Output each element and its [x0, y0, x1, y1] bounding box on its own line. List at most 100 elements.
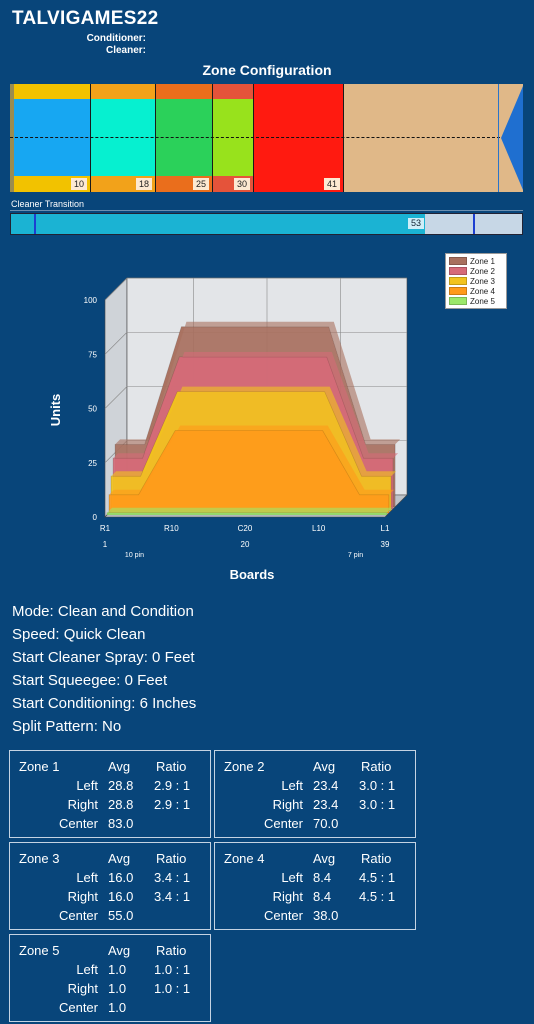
zone-4-band-top: [213, 84, 253, 99]
legend-item: Zone 4: [449, 286, 503, 296]
zone-3-board-label: 25: [192, 178, 209, 190]
zone-table-row: Center 55.0: [10, 908, 210, 927]
left-avg: 8.4: [313, 870, 332, 885]
zone-table-row: Right 8.4 4.5 : 1: [215, 889, 415, 908]
start-cleaner-spray-text: Start Cleaner Spray: 0 Feet: [12, 649, 195, 666]
zone-1-board-label: 10: [70, 178, 87, 190]
center-label: Center: [263, 816, 303, 831]
right-avg: 23.4: [313, 797, 339, 812]
zone-table-row: Zone 1 Avg Ratio: [10, 759, 210, 778]
zone-table-row: Center 83.0: [10, 816, 210, 835]
left-ratio: 1.0 : 1: [154, 962, 191, 977]
left-ratio: 3.0 : 1: [359, 778, 396, 793]
ratio-header: Ratio: [361, 851, 392, 866]
x-tick-label: R1: [100, 524, 111, 533]
series-area-zone-5: [106, 512, 388, 516]
x-tick-label: L10: [312, 524, 326, 533]
y-tick-label: 0: [93, 513, 98, 522]
left-avg: 16.0: [108, 870, 134, 885]
left-label: Left: [76, 778, 98, 793]
zone-name: Zone 4: [224, 851, 265, 866]
cleaner-transition-bar: 53: [10, 213, 523, 235]
right-ratio: 3.0 : 1: [359, 797, 396, 812]
center-avg: 70.0: [313, 816, 339, 831]
split-pattern-text: Split Pattern: No: [12, 718, 122, 735]
center-avg: 55.0: [108, 908, 134, 923]
zone-1-band-top: [14, 84, 90, 99]
right-label: Right: [67, 889, 98, 904]
left-label: Left: [281, 870, 303, 885]
y-tick-label: 25: [88, 459, 97, 468]
x-subtick-label: 39: [381, 540, 390, 549]
left-label: Left: [76, 870, 98, 885]
cleaner-transition-marker-left: [34, 214, 36, 234]
zone-table-row: Center 1.0: [10, 1000, 210, 1019]
right-ratio: 3.4 : 1: [154, 889, 191, 904]
x-axis-title: Boards: [230, 567, 275, 582]
conditioner-label: Conditioner:: [86, 33, 146, 44]
cleaner-transition-value: 53: [408, 218, 425, 229]
center-label: Center: [263, 908, 303, 923]
y-tick-label: 100: [84, 296, 98, 305]
avg-header: Avg: [108, 943, 131, 958]
avg-header: Avg: [108, 759, 131, 774]
left-label: Left: [281, 778, 303, 793]
avg-header: Avg: [313, 759, 336, 774]
right-avg: 28.8: [108, 797, 134, 812]
zone-table-row: Zone 2 Avg Ratio: [215, 759, 415, 778]
legend-item: Zone 5: [449, 296, 503, 306]
zone-table-3: Zone 3 Avg Ratio Left 16.0 3.4 : 1 Right 16.0 3.…: [9, 842, 211, 930]
zone-4-board-label: 30: [233, 178, 250, 190]
pin-deck-arrow-icon: [501, 86, 523, 190]
legend-swatch: [449, 267, 467, 275]
pattern-info: Mode: Clean and Condition Speed: Quick C…: [12, 600, 196, 738]
zone-name: Zone 3: [19, 851, 60, 866]
cleaner-transition-fill: [11, 214, 425, 234]
zone-2-board-label: 18: [135, 178, 152, 190]
pin-label: 7 pin: [348, 552, 363, 559]
x-subtick-label: 20: [241, 540, 250, 549]
right-avg: 8.4: [313, 889, 332, 904]
legend-label: Zone 3: [470, 276, 495, 286]
pin-label: 10 pin: [125, 552, 144, 559]
left-avg: 28.8: [108, 778, 134, 793]
y-tick-label: 75: [88, 350, 97, 359]
zone-table-row: Left 8.4 4.5 : 1: [215, 870, 415, 889]
zone-table-row: Center 70.0: [215, 816, 415, 835]
ratio-header: Ratio: [156, 943, 187, 958]
zone-table-row: Zone 3 Avg Ratio: [10, 851, 210, 870]
zone-2-band-top: [91, 84, 155, 99]
zone-table-4: Zone 4 Avg Ratio Left 8.4 4.5 : 1 Right 8.4 4.5 …: [214, 842, 416, 930]
zone-3-band-top: [156, 84, 212, 99]
left-ratio: 4.5 : 1: [359, 870, 396, 885]
center-label: Center: [58, 908, 98, 923]
legend-item: Zone 1: [449, 256, 503, 266]
zone-table-row: Zone 5 Avg Ratio: [10, 943, 210, 962]
zone-table-row: Left 23.4 3.0 : 1: [215, 778, 415, 797]
pattern-title: TALVIGAMES22: [12, 8, 159, 29]
grid-line-side: [104, 277, 128, 301]
zone-name: Zone 5: [19, 943, 60, 958]
legend-swatch: [449, 287, 467, 295]
zone-table-row: Left 1.0 1.0 : 1: [10, 962, 210, 981]
zone-table-row: Left 16.0 3.4 : 1: [10, 870, 210, 889]
zone-name: Zone 1: [19, 759, 60, 774]
right-ratio: 1.0 : 1: [154, 981, 191, 996]
strip-edge: [10, 84, 14, 192]
right-ratio: 4.5 : 1: [359, 889, 396, 904]
grid-line-side: [104, 386, 128, 409]
center-avg: 83.0: [108, 816, 134, 831]
ratio-header: Ratio: [361, 759, 392, 774]
legend-label: Zone 4: [470, 286, 495, 296]
zone-5-cell: 41: [254, 84, 344, 192]
zone-table-row: Right 28.8 2.9 : 1: [10, 797, 210, 816]
chart-legend: Zone 1 Zone 2 Zone 3 Zone 4 Zone 5: [445, 253, 507, 309]
zone-table-2: Zone 2 Avg Ratio Left 23.4 3.0 : 1 Right 23.4 3.…: [214, 750, 416, 838]
ratio-header: Ratio: [156, 759, 187, 774]
legend-swatch: [449, 257, 467, 265]
y-tick-label: 50: [88, 405, 97, 414]
legend-label: Zone 1: [470, 256, 495, 266]
legend-swatch: [449, 277, 467, 285]
start-conditioning-text: Start Conditioning: 6 Inches: [12, 695, 197, 712]
zone-name: Zone 2: [224, 759, 265, 774]
